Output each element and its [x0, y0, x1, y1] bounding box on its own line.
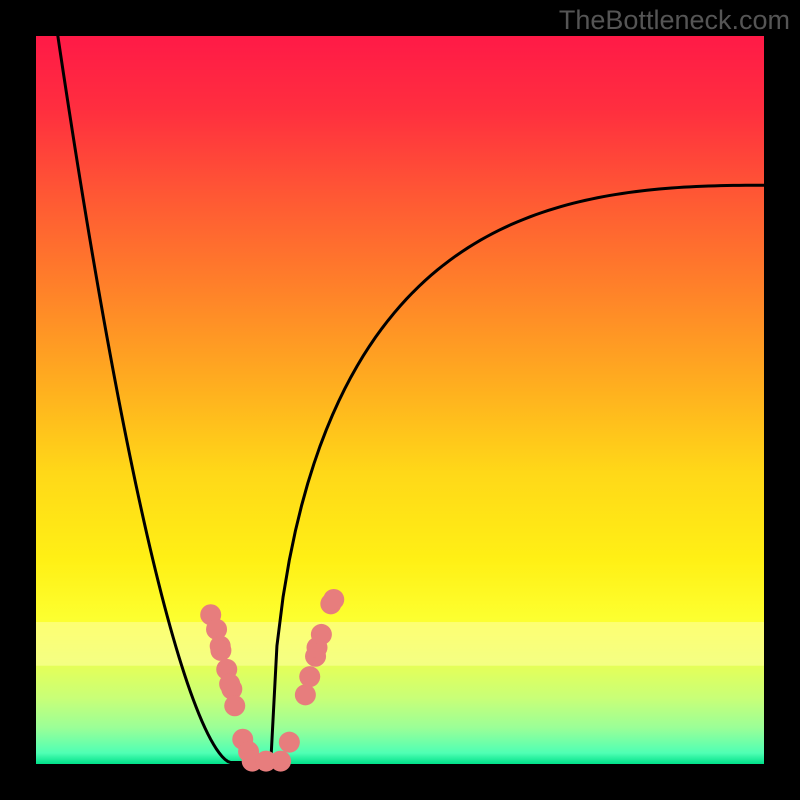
scatter-point: [210, 640, 231, 661]
chart-canvas: TheBottleneck.com: [0, 0, 800, 800]
scatter-point: [299, 666, 320, 687]
scatter-point: [295, 684, 316, 705]
watermark-text: TheBottleneck.com: [559, 5, 790, 36]
bottleneck-chart: [0, 0, 800, 800]
highlight-band: [36, 622, 764, 666]
scatter-point: [224, 695, 245, 716]
scatter-point: [311, 624, 332, 645]
scatter-point: [279, 732, 300, 753]
scatter-point: [270, 751, 291, 772]
scatter-point: [323, 589, 344, 610]
